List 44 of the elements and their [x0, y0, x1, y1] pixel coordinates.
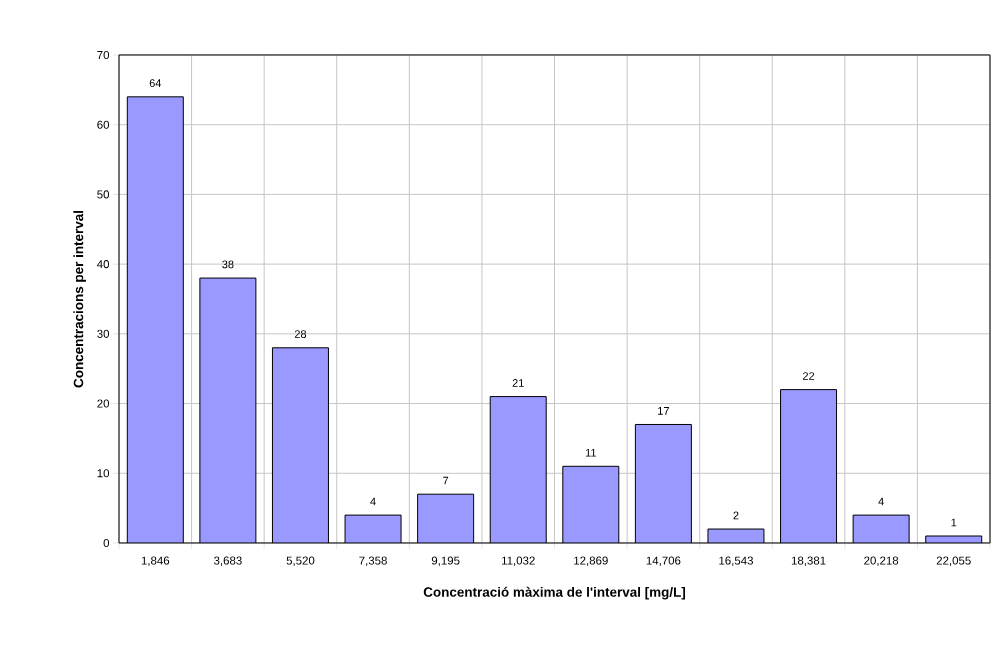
x-tick-label: 16,543: [719, 556, 753, 566]
x-tick-label: 22,055: [936, 556, 971, 566]
data-label: 4: [370, 497, 376, 506]
x-tick-label: 11,032: [502, 556, 535, 566]
data-label: 2: [733, 511, 739, 520]
bar: [490, 396, 547, 543]
x-tick-label: 9,195: [431, 556, 460, 566]
data-label: 1: [951, 518, 957, 527]
bar: [635, 424, 692, 543]
data-label: 4: [878, 497, 884, 506]
x-tick-label: 18,381: [791, 556, 826, 566]
bar: [417, 494, 474, 543]
x-tick-label: 5,520: [286, 556, 315, 566]
bar: [853, 515, 910, 543]
bar: [780, 389, 837, 543]
y-tick-label: 30: [97, 329, 110, 338]
data-label: 17: [658, 407, 669, 415]
x-tick-label: 14,706: [646, 556, 681, 566]
bar: [562, 466, 619, 543]
data-label: 64: [149, 79, 162, 87]
data-label: 11: [585, 448, 596, 457]
bar: [199, 278, 256, 543]
x-tick-label: 7,358: [359, 556, 387, 566]
y-tick-label: 40: [97, 260, 110, 269]
x-axis-title: Concentració màxima de l'interval [mg/L]: [423, 586, 686, 600]
data-label: 7: [443, 476, 449, 485]
data-label: 38: [222, 260, 234, 269]
x-tick-label: 1,846: [141, 556, 170, 566]
data-label: 21: [512, 379, 524, 387]
bar: [272, 347, 329, 543]
x-tick-label: 12,869: [574, 556, 608, 566]
y-tick-label: 60: [97, 120, 110, 129]
x-tick-label: 3,683: [213, 556, 242, 566]
y-tick-label: 70: [97, 50, 110, 60]
data-label: 22: [803, 372, 815, 380]
y-tick-label: 50: [97, 190, 110, 199]
bar: [127, 96, 184, 543]
data-label: 28: [294, 330, 307, 338]
y-axis-title: Concentracions per interval: [73, 211, 86, 388]
y-tick-label: 20: [97, 399, 110, 408]
y-tick-label: 10: [97, 469, 110, 478]
bar: [345, 515, 402, 543]
x-tick-label: 20,218: [864, 556, 899, 566]
y-tick-label: 0: [103, 538, 110, 548]
